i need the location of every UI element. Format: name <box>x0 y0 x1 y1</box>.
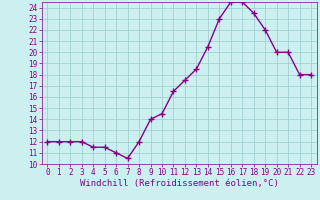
X-axis label: Windchill (Refroidissement éolien,°C): Windchill (Refroidissement éolien,°C) <box>80 179 279 188</box>
